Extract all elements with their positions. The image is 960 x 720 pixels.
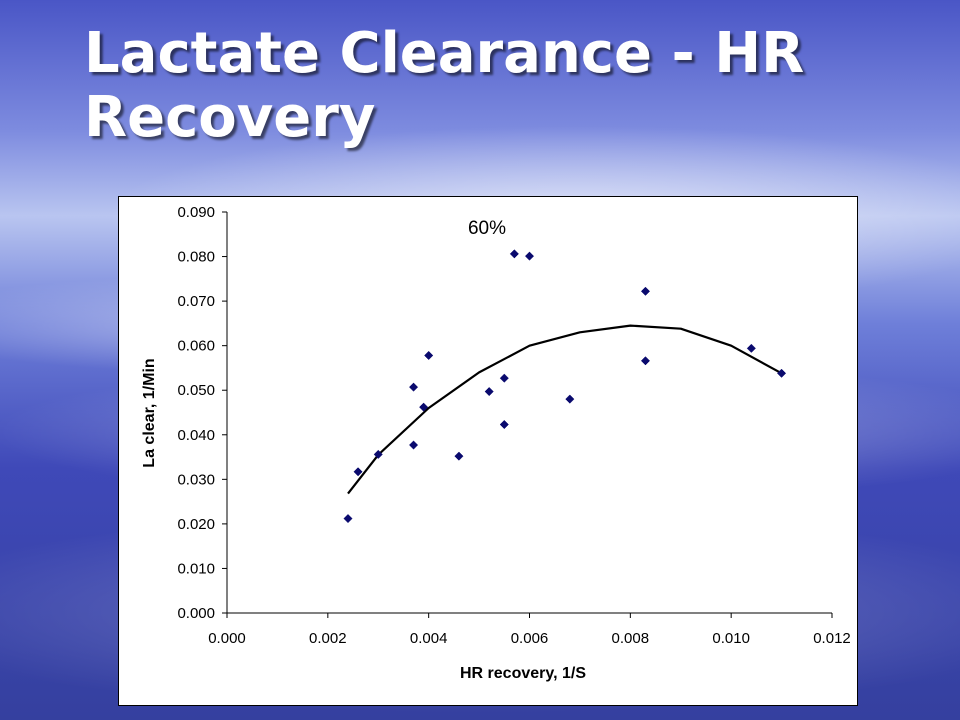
y-tick-label: 0.010 xyxy=(177,560,215,577)
y-tick-label: 0.030 xyxy=(177,471,215,488)
data-point xyxy=(454,451,464,461)
data-point xyxy=(353,467,363,477)
x-tick-labels: 0.000 0.002 0.004 0.006 0.008 0.010 0.012 xyxy=(208,613,851,647)
data-point xyxy=(509,249,519,259)
data-point xyxy=(640,286,651,296)
x-tick-label: 0.000 xyxy=(208,630,246,647)
data-point xyxy=(640,356,651,366)
y-axis-label: La clear, 1/Min xyxy=(141,358,158,467)
x-tick-label: 0.002 xyxy=(309,630,347,647)
data-point xyxy=(777,368,787,378)
slide-title: Lactate Clearance - HR Recovery xyxy=(84,21,805,150)
data-points xyxy=(343,249,787,524)
data-point xyxy=(408,440,419,450)
y-tick-label: 0.050 xyxy=(177,382,215,399)
x-tick-label: 0.004 xyxy=(410,630,448,647)
y-tick-label: 0.080 xyxy=(177,249,215,266)
data-point xyxy=(343,513,353,524)
scatter-chart: 0.000 0.002 0.004 0.006 0.008 0.010 0.012 0.00… xyxy=(141,204,851,682)
data-point xyxy=(419,402,429,412)
data-point xyxy=(373,449,383,459)
y-tick-label: 0.000 xyxy=(177,605,215,622)
data-point xyxy=(499,373,509,383)
data-point xyxy=(746,343,756,353)
data-point xyxy=(565,394,575,404)
data-point xyxy=(408,382,419,392)
chart-annotation: 60% xyxy=(468,218,506,239)
x-tick-label: 0.010 xyxy=(712,630,750,647)
chart-area: 0.000 0.002 0.004 0.006 0.008 0.010 0.012 0.00… xyxy=(118,196,858,706)
y-tick-label: 0.060 xyxy=(177,338,215,355)
data-point xyxy=(424,350,434,361)
x-axis-label: HR recovery, 1/S xyxy=(460,665,586,682)
y-tick-label: 0.090 xyxy=(177,204,215,221)
trendline-group xyxy=(347,324,783,495)
y-tick-label: 0.070 xyxy=(177,293,215,310)
chart-axes xyxy=(226,212,832,614)
x-tick-label: 0.008 xyxy=(612,630,650,647)
y-tick-label: 0.040 xyxy=(177,427,215,444)
y-tick-label: 0.020 xyxy=(177,516,215,533)
y-tick-labels: 0.000 0.010 0.020 0.030 0.040 0.050 0.060 0.070… xyxy=(177,204,227,622)
x-tick-label: 0.012 xyxy=(813,630,851,647)
x-tick-label: 0.006 xyxy=(511,630,549,647)
data-point xyxy=(524,251,535,261)
trendline xyxy=(347,324,783,495)
data-point xyxy=(499,419,509,430)
data-point xyxy=(484,387,494,397)
